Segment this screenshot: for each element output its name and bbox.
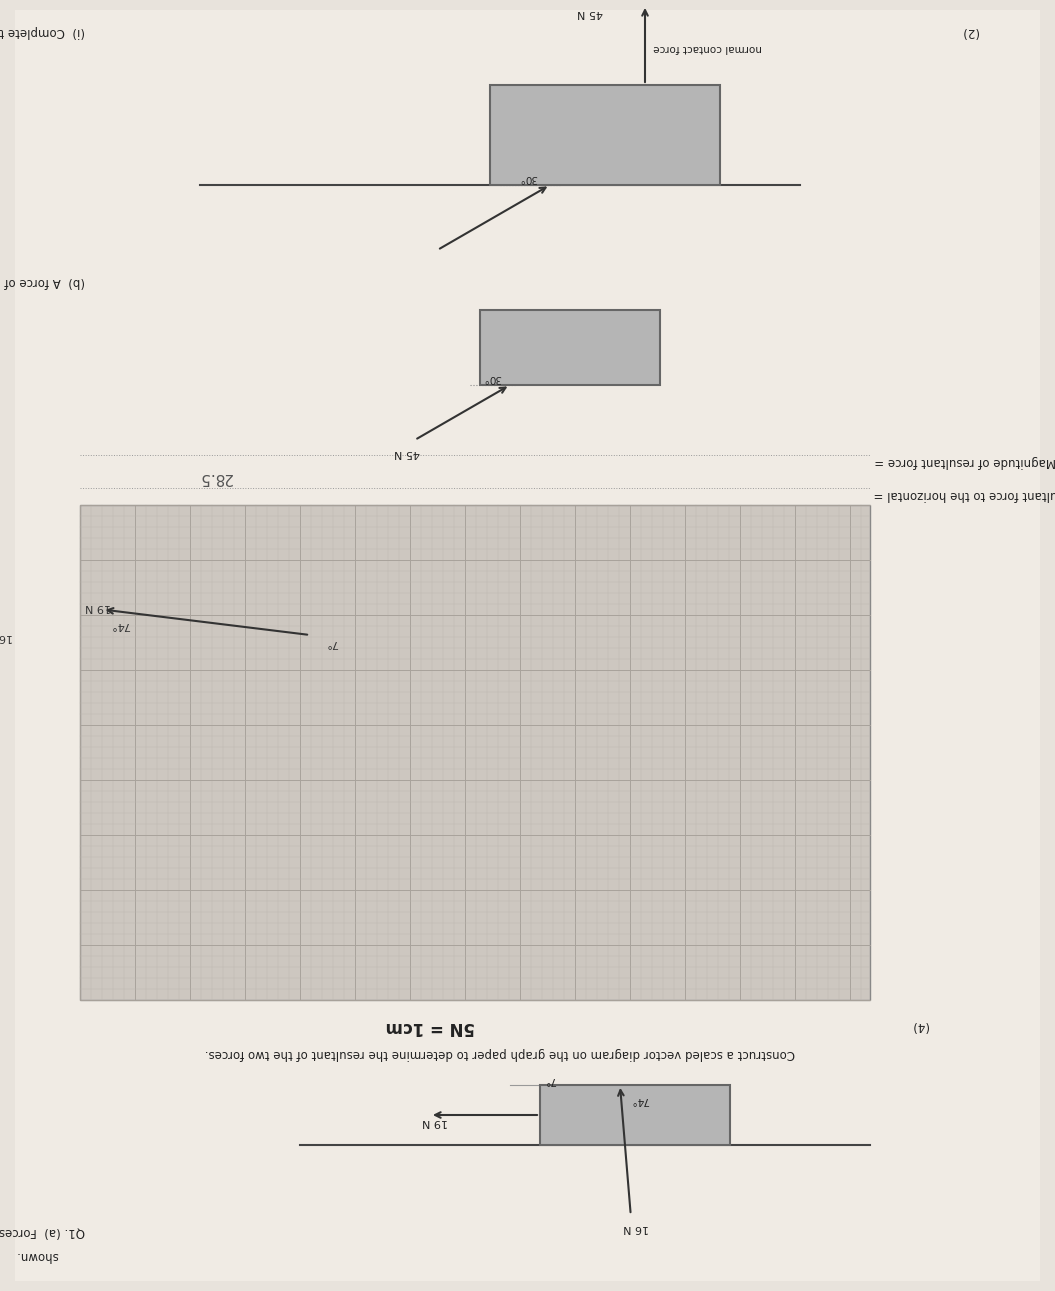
Polygon shape (540, 1084, 730, 1145)
Text: 45 N: 45 N (394, 448, 420, 458)
Text: 74°: 74° (111, 620, 131, 630)
Text: Construct a scaled vector diagram on the graph paper to determine the resultant : Construct a scaled vector diagram on the… (205, 1047, 795, 1060)
Text: 30°: 30° (519, 173, 537, 183)
Text: Q1. (a)  Forces of 19 N and 16 N act on a box at angles to the horizontal of 7° : Q1. (a) Forces of 19 N and 16 N act on a… (0, 1225, 85, 1238)
Text: normal contact force: normal contact force (653, 43, 762, 53)
Text: 16 N: 16 N (622, 1223, 649, 1233)
Polygon shape (15, 10, 1040, 1281)
Polygon shape (480, 310, 660, 385)
Text: shown.: shown. (17, 1248, 85, 1263)
Polygon shape (80, 505, 870, 1001)
Text: 28.5: 28.5 (198, 470, 232, 485)
Text: Magnitude of resultant force =: Magnitude of resultant force = (870, 454, 1055, 469)
Text: 5N = 1cm: 5N = 1cm (385, 1019, 475, 1035)
Text: (i)  Complete the free-body force diagram for the box. Assume the surface of the: (i) Complete the free-body force diagram… (0, 25, 85, 37)
Polygon shape (490, 85, 720, 185)
Text: 19 N: 19 N (422, 1117, 448, 1127)
Text: 19 N: 19 N (84, 602, 111, 612)
Text: 45 N: 45 N (577, 8, 603, 18)
Text: 16 N: 16 N (0, 631, 13, 642)
Text: Direction of resultant force to the horizontal =: Direction of resultant force to the hori… (870, 488, 1055, 501)
Text: 30°: 30° (483, 373, 501, 383)
Text: (b)  A force of 45 N is applied to the box at an angle of 30° to the ground as s: (b) A force of 45 N is applied to the bo… (0, 275, 85, 288)
Text: 7°: 7° (544, 1075, 556, 1084)
Text: 74°: 74° (631, 1095, 649, 1105)
Text: (2): (2) (961, 25, 978, 37)
Text: (4): (4) (912, 1019, 928, 1032)
Text: 7°: 7° (326, 638, 339, 648)
